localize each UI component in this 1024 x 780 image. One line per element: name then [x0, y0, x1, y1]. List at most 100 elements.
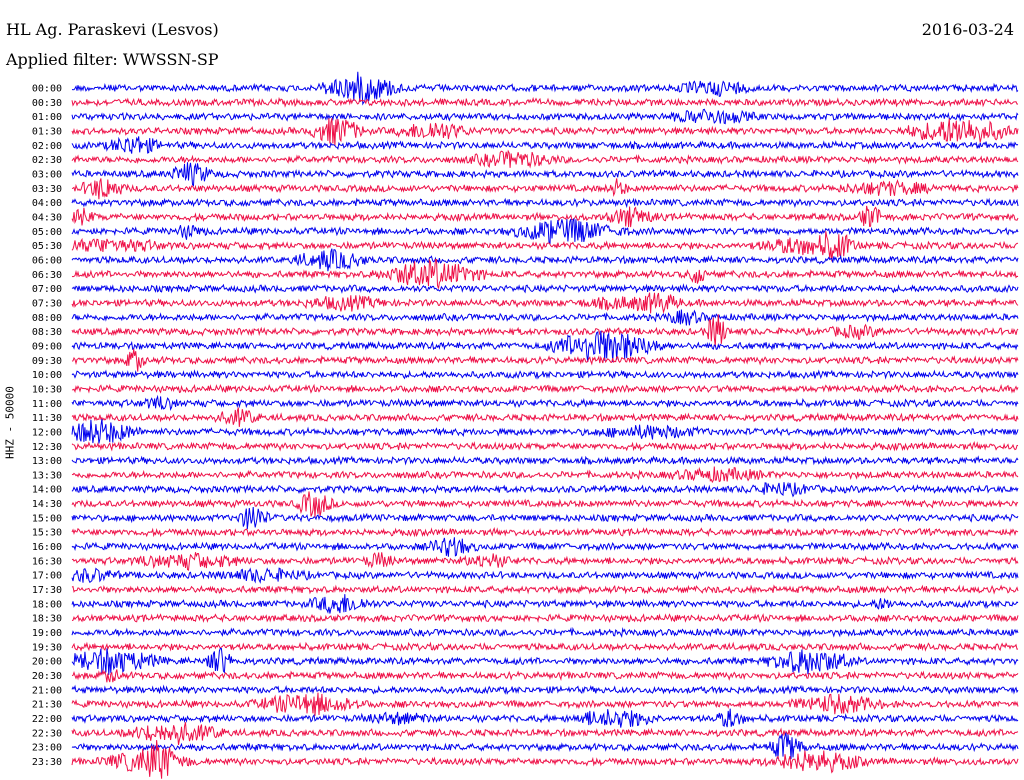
row-time-label: 19:00 [32, 628, 62, 639]
trace-0100 [71, 108, 1019, 125]
trace-0530 [71, 231, 1019, 262]
row-time-label: 00:30 [32, 98, 62, 109]
row-time-label: 14:30 [32, 499, 62, 510]
trace-2330 [71, 740, 1019, 779]
row-time-label: 09:30 [32, 356, 62, 367]
row-time-label: 10:00 [32, 370, 62, 381]
row-time-label: 04:30 [32, 212, 62, 223]
row-time-label: 02:30 [32, 155, 62, 166]
row-time-label: 18:30 [32, 614, 62, 625]
trace-0000 [71, 71, 1019, 106]
row-time-label: 17:00 [32, 571, 62, 582]
trace-0300 [71, 162, 1019, 187]
row-time-label: 14:00 [32, 485, 62, 496]
trace-0330 [71, 178, 1019, 200]
trace-1030 [71, 383, 1019, 394]
trace-0600 [71, 248, 1019, 272]
row-time-label: 04:00 [32, 198, 62, 209]
trace-0800 [71, 309, 1019, 326]
trace-1600 [71, 537, 1019, 557]
row-time-label: 09:00 [32, 341, 62, 352]
row-time-label: 05:00 [32, 227, 62, 238]
row-time-label: 13:00 [32, 456, 62, 467]
trace-0130 [71, 118, 1019, 147]
trace-1230 [71, 440, 1019, 452]
trace-1000 [71, 369, 1019, 380]
trace-1530 [71, 526, 1019, 538]
row-time-label: 18:00 [32, 599, 62, 610]
trace-1300 [71, 455, 1019, 466]
row-time-label: 15:30 [32, 528, 62, 539]
trace-0630 [71, 258, 1019, 289]
row-time-label: 03:00 [32, 169, 62, 180]
trace-2030 [71, 669, 1019, 683]
trace-1430 [71, 491, 1019, 519]
row-time-label: 08:00 [32, 313, 62, 324]
trace-0430 [71, 205, 1019, 228]
trace-0400 [71, 197, 1019, 209]
row-time-label: 21:30 [32, 700, 62, 711]
trace-0900 [71, 330, 1019, 363]
row-time-label: 08:30 [32, 327, 62, 338]
trace-0830 [71, 314, 1019, 347]
trace-1130 [71, 407, 1019, 427]
row-time-label: 07:30 [32, 298, 62, 309]
filter-label: Applied filter: WWSSN-SP [6, 50, 219, 69]
row-time-label: 20:00 [32, 657, 62, 668]
row-time-label: 12:00 [32, 427, 62, 438]
station-title: HL Ag. Paraskevi (Lesvos) [6, 20, 219, 39]
trace-1400 [71, 481, 1019, 498]
trace-0030 [71, 96, 1019, 108]
trace-1800 [71, 594, 1019, 614]
row-time-label: 22:30 [32, 728, 62, 739]
row-time-label: 21:00 [32, 685, 62, 696]
trace-2300 [71, 732, 1019, 760]
row-time-label: 06:30 [32, 270, 62, 281]
trace-1100 [71, 394, 1019, 411]
trace-2200 [71, 708, 1019, 728]
trace-1700 [71, 567, 1019, 584]
trace-2230 [71, 722, 1019, 745]
row-time-label: 16:00 [32, 542, 62, 553]
trace-2130 [71, 692, 1019, 716]
row-time-label: 23:30 [32, 757, 62, 768]
trace-0230 [71, 149, 1019, 169]
row-time-label: 07:00 [32, 284, 62, 295]
trace-1900 [71, 626, 1019, 638]
row-time-label: 00:00 [32, 84, 62, 95]
row-time-label: 10:30 [32, 384, 62, 395]
row-time-label: 05:30 [32, 241, 62, 252]
date-label: 2016-03-24 [921, 20, 1014, 39]
row-time-label: 03:30 [32, 184, 62, 195]
trace-0730 [71, 292, 1019, 314]
row-time-label: 02:00 [32, 141, 62, 152]
row-time-label: 22:00 [32, 714, 62, 725]
trace-2000 [71, 647, 1019, 675]
trace-1200 [71, 418, 1019, 444]
row-time-label: 01:30 [32, 126, 62, 137]
trace-1830 [71, 613, 1019, 624]
row-time-label: 17:30 [32, 585, 62, 596]
row-time-label: 16:30 [32, 556, 62, 567]
trace-1630 [71, 552, 1019, 571]
row-time-label: 12:30 [32, 442, 62, 453]
trace-1730 [71, 584, 1019, 595]
trace-1330 [71, 466, 1019, 484]
row-time-label: 13:30 [32, 470, 62, 481]
trace-0930 [71, 348, 1019, 372]
row-time-label: 01:00 [32, 112, 62, 123]
row-time-label: 11:00 [32, 399, 62, 410]
trace-2100 [71, 684, 1019, 695]
row-time-label: 15:00 [32, 513, 62, 524]
trace-0200 [71, 136, 1019, 154]
row-time-label: 20:30 [32, 671, 62, 682]
trace-1930 [71, 641, 1019, 653]
trace-1500 [71, 506, 1019, 530]
row-time-label: 06:00 [32, 255, 62, 266]
trace-0500 [71, 218, 1019, 245]
trace-0700 [71, 283, 1019, 294]
row-time-label: 23:00 [32, 743, 62, 754]
row-time-label: 19:30 [32, 642, 62, 653]
row-time-label: 11:30 [32, 413, 62, 424]
